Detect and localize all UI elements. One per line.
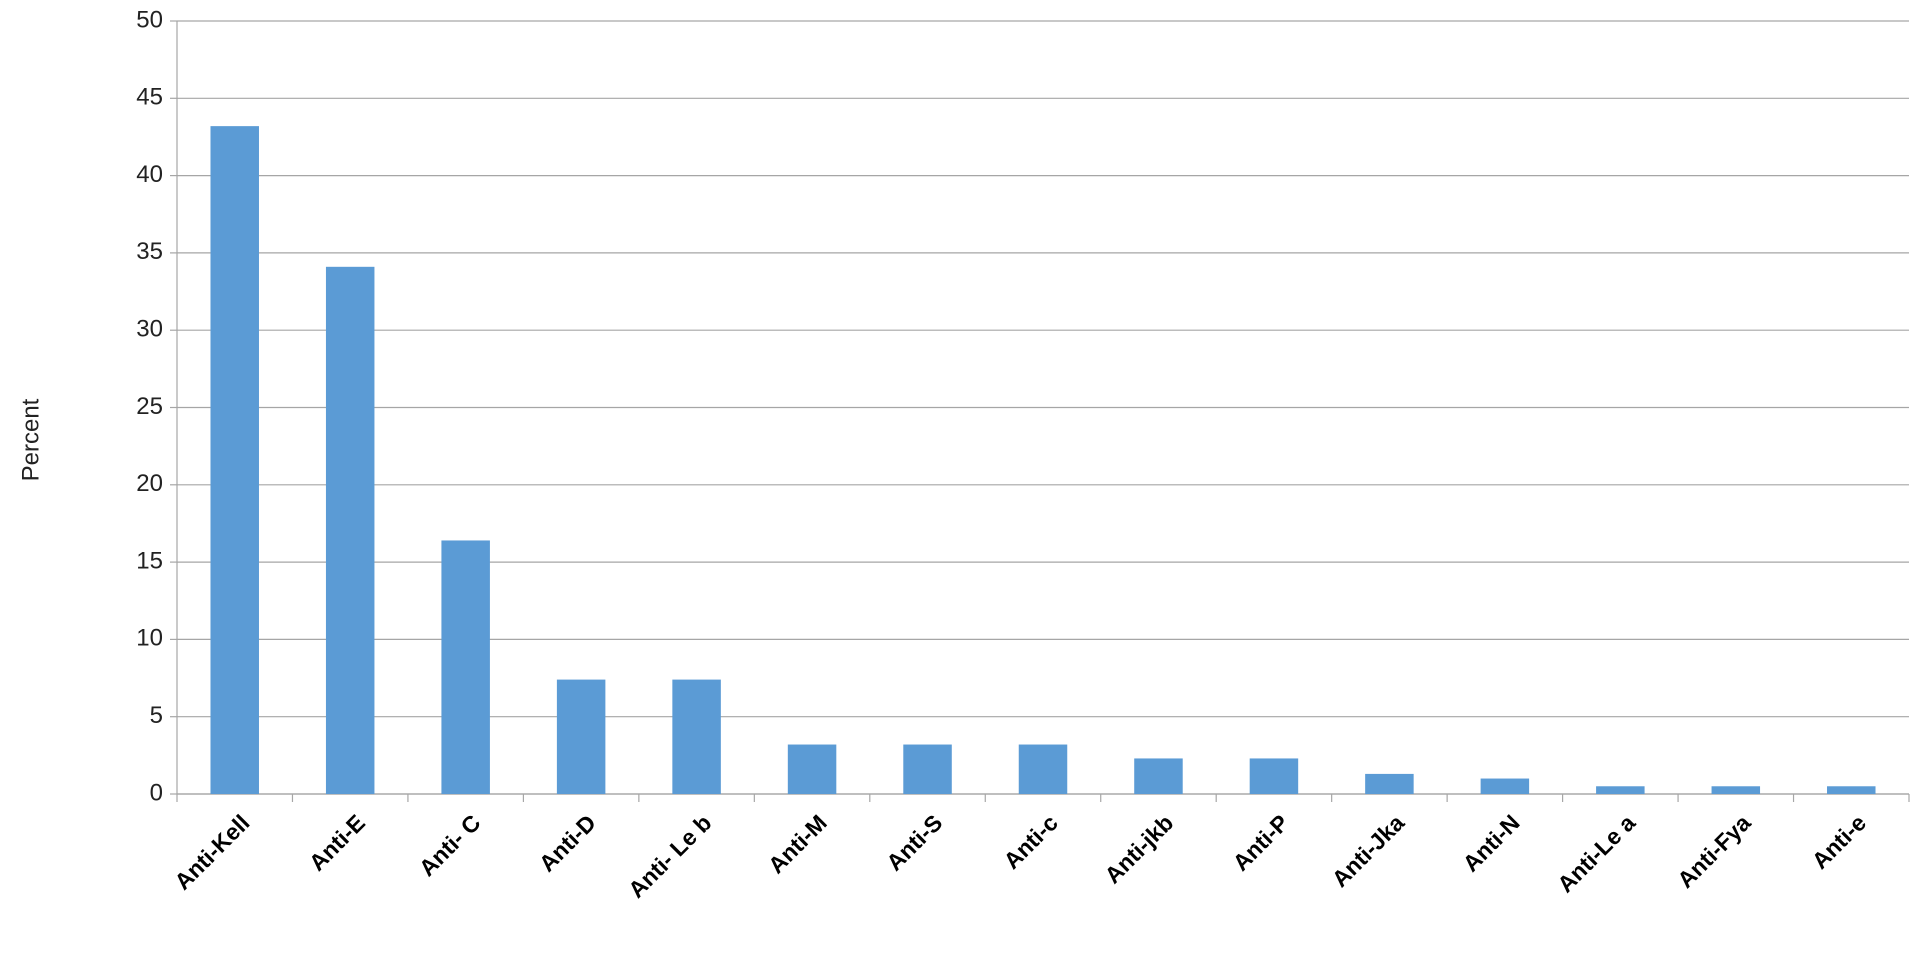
y-tick-label: 35	[136, 238, 163, 265]
bar	[1711, 786, 1761, 794]
y-tick-label: 30	[136, 316, 163, 343]
x-tick-label: Anti- C	[414, 809, 486, 881]
y-tick-label: 20	[136, 470, 163, 497]
x-tick-label: Anti- Le b	[623, 809, 716, 902]
y-tick-label: 5	[150, 702, 163, 729]
bar	[441, 540, 490, 794]
y-tick-label: 45	[136, 84, 163, 111]
y-tick-label: 25	[136, 393, 163, 420]
bar	[556, 679, 606, 794]
bar	[1596, 786, 1645, 794]
y-tick-label: 40	[136, 161, 163, 188]
x-tick-label: Anti-Fya	[1672, 809, 1756, 893]
y-tick-label: 15	[136, 547, 163, 574]
y-tick-label: 50	[136, 6, 163, 33]
x-tick-label: Anti-c	[998, 809, 1063, 874]
x-tick-label: Anti-N	[1458, 809, 1525, 876]
y-tick-label: 10	[136, 625, 163, 652]
x-tick-label: Anti-Le a	[1552, 809, 1640, 897]
bar	[903, 744, 952, 794]
y-axis-title: Percent	[17, 398, 44, 481]
bar	[787, 744, 837, 794]
bar	[210, 126, 259, 795]
x-tick-label: Anti-Kell	[169, 809, 254, 894]
bar	[1365, 773, 1414, 794]
bar	[1134, 758, 1183, 794]
x-tick-label: Anti-P	[1227, 809, 1293, 875]
x-tick-label: Anti-S	[881, 809, 947, 875]
x-tick-label: Anti-e	[1807, 809, 1871, 873]
bar	[672, 679, 721, 794]
x-tick-label: Anti-M	[763, 809, 832, 878]
x-tick-label: Anti-jkb	[1099, 809, 1178, 888]
bar	[325, 266, 375, 795]
bar	[1827, 786, 1876, 794]
bar	[1480, 778, 1530, 794]
bar	[1018, 744, 1068, 794]
x-tick-label: Anti-D	[534, 809, 601, 876]
x-tick-label: Anti-Jka	[1327, 809, 1410, 892]
x-tick-label: Anti-E	[304, 809, 370, 875]
y-tick-label: 0	[150, 779, 163, 806]
bar	[1249, 758, 1299, 794]
